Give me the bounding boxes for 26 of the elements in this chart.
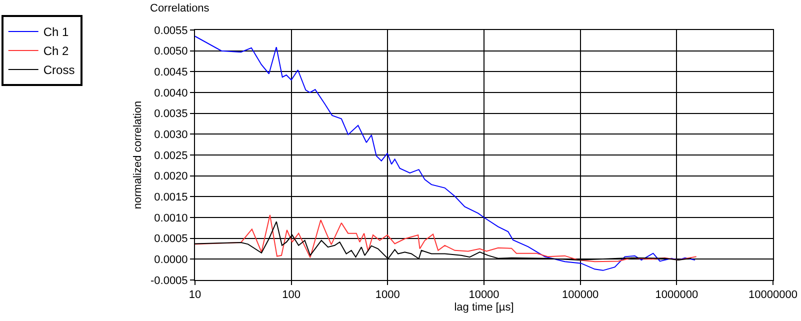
x-tick-label: 100	[282, 289, 301, 302]
y-tick-label: 0.0005	[154, 233, 188, 246]
x-tick-label: 10000	[468, 289, 500, 302]
y-tick-label: 0.0020	[154, 170, 188, 183]
legend-label: Ch 2	[43, 44, 70, 58]
y-tick-label: 0.0030	[154, 129, 188, 142]
legend-label: Ch 1	[43, 25, 70, 40]
y-tick-label: 0.0040	[154, 87, 188, 100]
y-tick-label: 0.0055	[154, 24, 188, 37]
y-tick-label: 0.0015	[154, 192, 188, 204]
x-axis-title: lag time [µs]	[454, 301, 514, 314]
y-tick-label: 0.0045	[154, 66, 188, 79]
y-tick-label: 0.0010	[154, 212, 188, 224]
y-tick-label: 0.0050	[154, 46, 188, 58]
legend-label: Cross	[43, 63, 75, 78]
x-tick-label: 100000	[562, 289, 599, 302]
chart-title: Correlations	[150, 2, 210, 15]
y-tick-label: 0.0035	[154, 108, 188, 120]
y-tick-label: -0.0005	[150, 274, 188, 287]
y-tick-label: 0.0025	[154, 150, 188, 162]
x-tick-label: 10	[188, 289, 202, 302]
y-axis-title: normalized correlation	[132, 100, 144, 210]
x-tick-label: 1000000	[655, 289, 698, 302]
x-tick-label: 10000000	[748, 289, 798, 302]
x-tick-label: 1000	[375, 289, 400, 302]
y-tick-label: 0.0000	[154, 254, 188, 266]
